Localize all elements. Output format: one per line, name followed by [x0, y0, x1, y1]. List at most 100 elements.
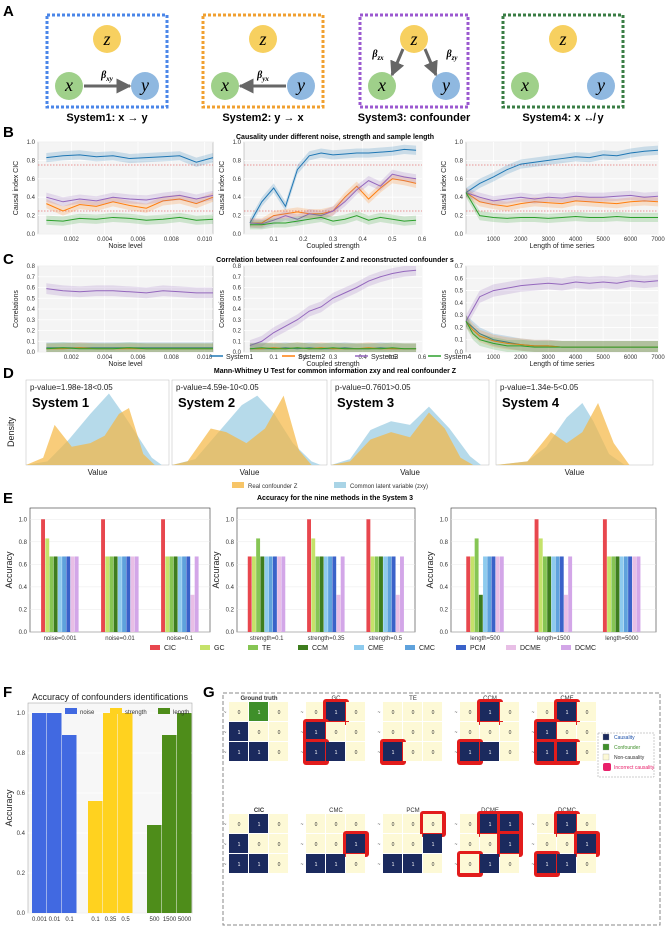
matrix-cell — [557, 814, 576, 833]
system-caption: System3: confounder — [358, 112, 471, 124]
matrix-cell — [480, 742, 499, 761]
x-axis-label: Length of time series — [530, 243, 595, 250]
line-chart-c2: 0.0 0.1 0.2 0.3 0.4 0.5 0.6 0.7 0.8 0.1 0.2 0.3 0.4 0… — [219, 264, 427, 368]
matrix-cell — [557, 722, 576, 741]
x-tick-label: 0.008 — [164, 355, 180, 361]
matrix-cell — [537, 854, 556, 873]
matrix-cell — [326, 834, 345, 853]
matrix-cell — [557, 742, 576, 761]
matrix-cell-value: 0 — [432, 822, 435, 828]
matrix-cell — [460, 742, 479, 761]
bar-ccm — [379, 556, 383, 632]
confidence-band — [46, 283, 214, 299]
y-tick-label: 0.4 — [233, 307, 242, 313]
x-axis-label: Value — [400, 468, 420, 477]
matrix-cell-value: 1 — [489, 822, 492, 828]
matrix-cell — [229, 742, 248, 761]
legend-swatch — [456, 645, 466, 650]
x-tick-label: 6000 — [624, 355, 638, 361]
confidence-band — [46, 192, 214, 216]
matrix-cell — [577, 814, 596, 833]
x-tick-label: 0.008 — [164, 237, 180, 243]
matrix-cell-value: 1 — [509, 822, 512, 828]
matrix-cell-value: 1 — [258, 822, 261, 828]
x-tick-label: 5000 — [596, 237, 610, 243]
node-x-label: x — [377, 75, 386, 95]
y-tick-label: 0.6 — [19, 562, 28, 568]
matrix-gc: GC010~100~110~ — [301, 696, 365, 765]
matrix-cell — [269, 722, 288, 741]
bar-cic — [41, 519, 45, 632]
x-tick-label: 0.3 — [329, 237, 338, 243]
panel-a: z x y βxy System1: x → y z x y βyx System2: y → x… — [45, 13, 625, 124]
system-name: System 1 — [32, 395, 89, 410]
x-tick-label: length=1500 — [537, 636, 571, 642]
x-tick-label: 0.5 — [388, 237, 397, 243]
y-tick-label: 0.3 — [455, 313, 464, 319]
bar-gc — [45, 538, 50, 632]
bar-dcme — [336, 594, 341, 632]
matrix-cell — [577, 834, 596, 853]
matrix-cell-value: 0 — [355, 750, 358, 756]
legend-label: TE — [262, 645, 271, 652]
matrix-cell-value: 1 — [315, 750, 318, 756]
x-axis-label: Value — [565, 468, 585, 477]
x-tick-label: noise=0.1 — [167, 636, 194, 642]
x-tick-label: 0.6 — [418, 237, 427, 243]
y-tick-label: 0.8 — [233, 264, 242, 270]
matrix-cell-value: 0 — [412, 822, 415, 828]
panel-g: Ground truth010~100~110~GC010~100~110~TE… — [222, 692, 661, 926]
series-line — [465, 321, 658, 348]
panel-label-c: C — [3, 251, 14, 268]
bar-noise — [32, 713, 47, 913]
edge-arrow — [390, 48, 405, 77]
node-y-label: y — [139, 75, 149, 95]
y-axis-label: Correlations — [13, 290, 20, 328]
matrix-cell-value: 1 — [258, 750, 261, 756]
node-x — [211, 72, 239, 100]
confidence-band — [46, 212, 214, 226]
matrix-cell-value: 1 — [335, 710, 338, 716]
x-tick-label: strength=0.35 — [308, 636, 346, 642]
x-tick-label: 1500 — [163, 917, 177, 923]
bar-ccm — [547, 556, 552, 632]
matrix-cell-value: 0 — [546, 710, 549, 716]
matrix-cell-value: 1 — [546, 730, 549, 736]
row-label: ~ — [455, 842, 458, 848]
matrix-cell — [500, 742, 519, 761]
x-tick-label: 0.6 — [418, 355, 427, 361]
legend-swatch — [158, 708, 170, 714]
system-border — [501, 13, 625, 109]
bar-dcmc — [400, 556, 404, 632]
bar-length — [162, 735, 177, 913]
matrix-cell — [500, 722, 519, 741]
legend-label: System4 — [444, 354, 471, 361]
bar-cmc — [555, 556, 560, 632]
matrix-cell-value: 1 — [238, 862, 241, 868]
legend-label-latent: Common latent variable (zxy) — [350, 484, 428, 490]
legend-label: System3 — [371, 354, 398, 361]
node-z — [549, 25, 577, 53]
y-tick-label: 0.2 — [226, 607, 235, 613]
matrix-cell — [306, 722, 325, 741]
confidence-band — [249, 342, 417, 352]
y-tick-label: 0.5 — [455, 289, 464, 295]
x-tick-label: 1000 — [487, 237, 501, 243]
x-axis-label: Value — [88, 468, 108, 477]
legend-label: strength — [125, 710, 147, 716]
matrix-cell-value: 0 — [509, 730, 512, 736]
node-y — [287, 72, 315, 100]
matrix-cell — [480, 702, 499, 721]
bar-gc — [311, 538, 316, 632]
bar-te — [374, 556, 379, 632]
matrix-cell — [229, 814, 248, 833]
series-line — [465, 192, 659, 202]
node-z-label: z — [558, 29, 566, 49]
matrix-cell-value: 1 — [392, 862, 395, 868]
edge-label: βyx — [256, 70, 269, 83]
confidence-band — [249, 266, 417, 351]
bar-cic — [466, 556, 471, 632]
matrix-cell-value: 0 — [489, 730, 492, 736]
real-density — [331, 412, 474, 465]
bar-ccm — [260, 556, 265, 632]
